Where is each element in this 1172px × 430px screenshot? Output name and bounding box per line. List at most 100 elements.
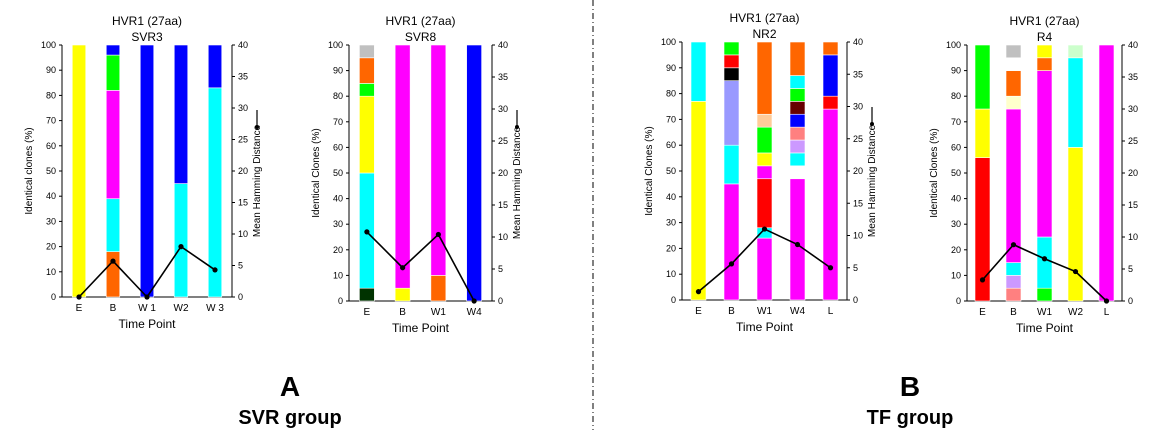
hamming-point [364, 229, 370, 235]
y-tick-label: 80 [333, 91, 343, 101]
y2-tick-label: 25 [1128, 136, 1138, 146]
y-tick-label: 50 [333, 168, 343, 178]
chart-subtitle: NR2 [752, 27, 776, 41]
bar-segment [789, 75, 806, 89]
y-tick-label: 0 [956, 296, 961, 306]
hamming-point [471, 298, 477, 304]
y2-tick-label: 25 [238, 135, 248, 145]
hamming-point [212, 267, 218, 273]
y-tick-label: 0 [671, 295, 676, 305]
y2-tick-label: 15 [853, 198, 863, 208]
bar-segment [822, 108, 839, 301]
bar-segment [430, 275, 447, 302]
y-tick-label: 10 [951, 270, 961, 280]
bar-segment [1067, 147, 1084, 302]
y-tick-label: 100 [946, 40, 961, 50]
bar-segment [756, 178, 773, 229]
y2-tick-label: 20 [1128, 168, 1138, 178]
x-tick-label: W 3 [206, 303, 224, 314]
y2-tick-label: 10 [498, 232, 508, 242]
y-axis-label: Identical Clones (%) [929, 128, 940, 217]
hamming-point [794, 241, 801, 248]
hamming-point [761, 226, 768, 232]
bar-segment [756, 41, 773, 115]
y2-tick-label: 25 [498, 136, 508, 146]
bar-segment [1005, 95, 1022, 110]
bar-segment [1067, 44, 1084, 59]
hamming-point [728, 261, 735, 267]
bar-segment [723, 54, 740, 69]
y2-tick-label: 20 [498, 168, 508, 178]
bar-segment [394, 287, 411, 302]
hamming-point [1010, 242, 1017, 248]
legend-dot-marker [255, 125, 259, 129]
y-tick-label: 90 [951, 66, 961, 76]
x-tick-label: W2 [174, 303, 189, 314]
bar-segment [1005, 287, 1022, 302]
y2-tick-label: 15 [498, 200, 508, 210]
x-tick-label: E [76, 303, 83, 314]
bar-segment [789, 165, 806, 180]
hamming-point [1103, 298, 1110, 304]
x-tick-label: L [828, 306, 834, 317]
bar-segment [394, 44, 411, 289]
y2-tick-label: 40 [238, 40, 248, 50]
x-tick-label: B [728, 306, 735, 317]
bar-segment [789, 152, 806, 167]
bar-segment [105, 251, 121, 298]
bar-segment [207, 44, 223, 89]
y-tick-label: 50 [666, 166, 676, 176]
bar-segment [105, 198, 121, 252]
x-tick-label: B [399, 307, 406, 318]
x-tick-label: E [695, 306, 702, 317]
y2-tick-label: 10 [853, 231, 863, 241]
charts-layer: HVR1 (27aa)SVR30102030405060708090100051… [24, 11, 1138, 335]
y2-tick-label: 10 [238, 229, 248, 239]
chart-subtitle: SVR8 [405, 30, 437, 44]
chart-title: HVR1 (27aa) [729, 11, 799, 25]
y2-tick-label: 0 [853, 295, 858, 305]
y2-tick-label: 20 [238, 166, 248, 176]
bar-segment [173, 183, 189, 298]
y2-tick-label: 0 [1128, 296, 1133, 306]
hamming-point [76, 294, 82, 300]
y-tick-label: 80 [46, 90, 56, 100]
bar-segment [1005, 70, 1022, 97]
y-tick-label: 100 [661, 37, 676, 47]
x-tick-label: W 1 [138, 303, 156, 314]
y-tick-label: 90 [666, 63, 676, 73]
hamming-point [1072, 268, 1079, 275]
chart-2: HVR1 (27aa) SVR8 0 10 20 30 40 50 60 70 80 90 100 0 5 1… [311, 14, 523, 335]
bar-segment [1036, 70, 1053, 238]
y-tick-label: 10 [666, 269, 676, 279]
bar-segment [105, 90, 121, 200]
bar-segment [756, 126, 773, 154]
y2-axis-label: Mean Hamming Distance [867, 124, 878, 237]
y-tick-label: 60 [333, 142, 343, 152]
y-tick-label: 70 [951, 117, 961, 127]
bar-segment [789, 126, 806, 141]
hamming-point [1041, 256, 1048, 262]
hamming-point [827, 265, 834, 271]
bar-segment [974, 108, 991, 158]
bar-segment [105, 54, 121, 91]
x-axis-label: Time Point [119, 317, 177, 331]
panel-b-group-label: TF group [867, 407, 954, 429]
y-tick-label: 70 [333, 117, 343, 127]
y-tick-label: 10 [46, 267, 56, 277]
bar-segment [723, 183, 740, 301]
bar-segment [359, 57, 375, 84]
x-tick-label: W2 [1068, 307, 1083, 318]
y-tick-label: 20 [333, 245, 343, 255]
bar-segment [756, 165, 773, 180]
y2-axis-label: Mean Hamming Distance [252, 124, 263, 237]
x-tick-label: B [110, 303, 117, 314]
bar-segment [756, 237, 773, 301]
legend-dot-marker [870, 122, 874, 126]
bar-segment [690, 41, 707, 102]
hamming-point [178, 244, 184, 250]
bar-segment [1036, 287, 1053, 302]
y-tick-label: 100 [41, 40, 56, 50]
y2-tick-label: 5 [853, 263, 858, 273]
x-tick-label: W4 [790, 306, 805, 317]
